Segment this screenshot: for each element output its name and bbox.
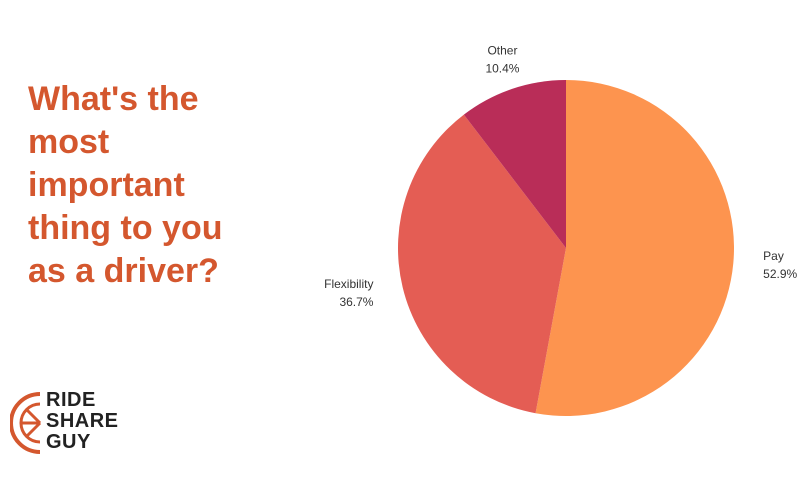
logo: RIDE SHARE GUY <box>9 388 150 458</box>
slice-label: Other <box>487 43 517 57</box>
logo-wheel <box>9 392 42 454</box>
slice-value-label: 10.4% <box>485 61 519 75</box>
logo-line: RIDE <box>46 389 96 411</box>
slice-label: Flexibility <box>324 277 373 291</box>
pie-slice <box>463 80 566 248</box>
slice-value-label: 52.9% <box>763 267 797 281</box>
logo-text: RIDE SHARE GUY <box>46 390 119 453</box>
slice-label: Pay <box>763 249 784 263</box>
chart-title: What's the most important thing to you a… <box>28 80 223 290</box>
logo-line: GUY <box>46 431 91 453</box>
slice-value-label: 36.7% <box>339 295 373 309</box>
pie-slice <box>398 114 566 414</box>
logo-line: SHARE <box>46 410 119 432</box>
pie-slice <box>535 80 734 416</box>
